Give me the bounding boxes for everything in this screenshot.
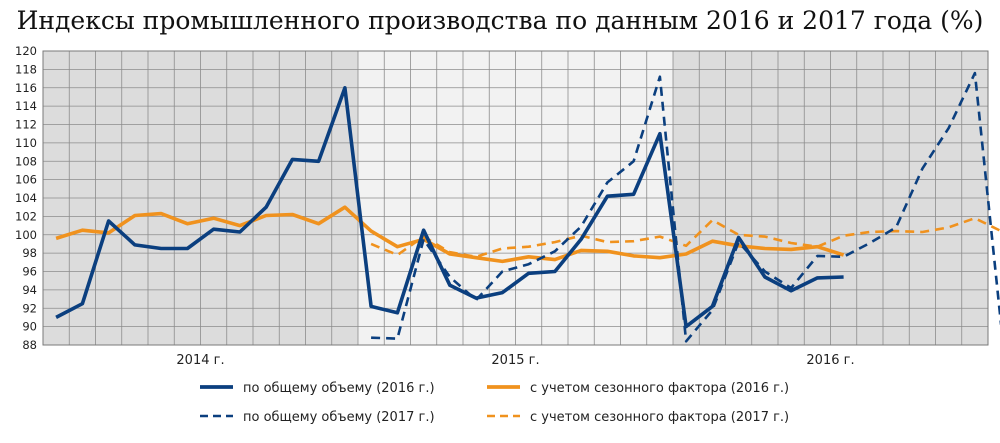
legend-label-3: с учетом сезонного фактора (2017 г.) [530, 410, 789, 425]
y-tick-label-102: 102 [15, 209, 37, 223]
y-tick-label-94: 94 [22, 283, 37, 297]
y-tick-label-112: 112 [15, 118, 37, 132]
legend-label-1: с учетом сезонного фактора (2016 г.) [530, 381, 789, 396]
y-tick-label-104: 104 [15, 191, 37, 205]
y-tick-label-100: 100 [15, 228, 37, 242]
y-tick-label-92: 92 [22, 301, 37, 315]
y-tick-label-106: 106 [15, 173, 37, 187]
legend-label-2: по общему объему (2017 г.) [243, 410, 435, 425]
x-year-label-2: 2016 г. [806, 353, 854, 368]
y-tick-label-116: 116 [15, 81, 37, 95]
legend-label-0: по общему объему (2016 г.) [243, 381, 435, 396]
y-tick-label-98: 98 [22, 246, 37, 260]
y-tick-label-96: 96 [22, 265, 37, 279]
x-year-label-0: 2014 г. [176, 353, 224, 368]
y-tick-label-88: 88 [22, 338, 37, 352]
y-tick-label-110: 110 [15, 136, 37, 150]
y-tick-label-118: 118 [15, 62, 37, 76]
y-tick-label-108: 108 [15, 154, 37, 168]
chart-title: Индексы промышленного производства по да… [16, 6, 984, 35]
x-year-label-1: 2015 г. [491, 353, 539, 368]
series-line-0 [55, 86, 844, 329]
y-tick-label-120: 120 [15, 44, 37, 58]
series-line-1 [55, 205, 845, 264]
series-line-3 [370, 216, 1000, 259]
y-tick-label-90: 90 [22, 320, 37, 334]
series-line-2 [371, 71, 1000, 343]
y-tick-label-114: 114 [15, 99, 37, 113]
plot-frame [42, 50, 989, 346]
